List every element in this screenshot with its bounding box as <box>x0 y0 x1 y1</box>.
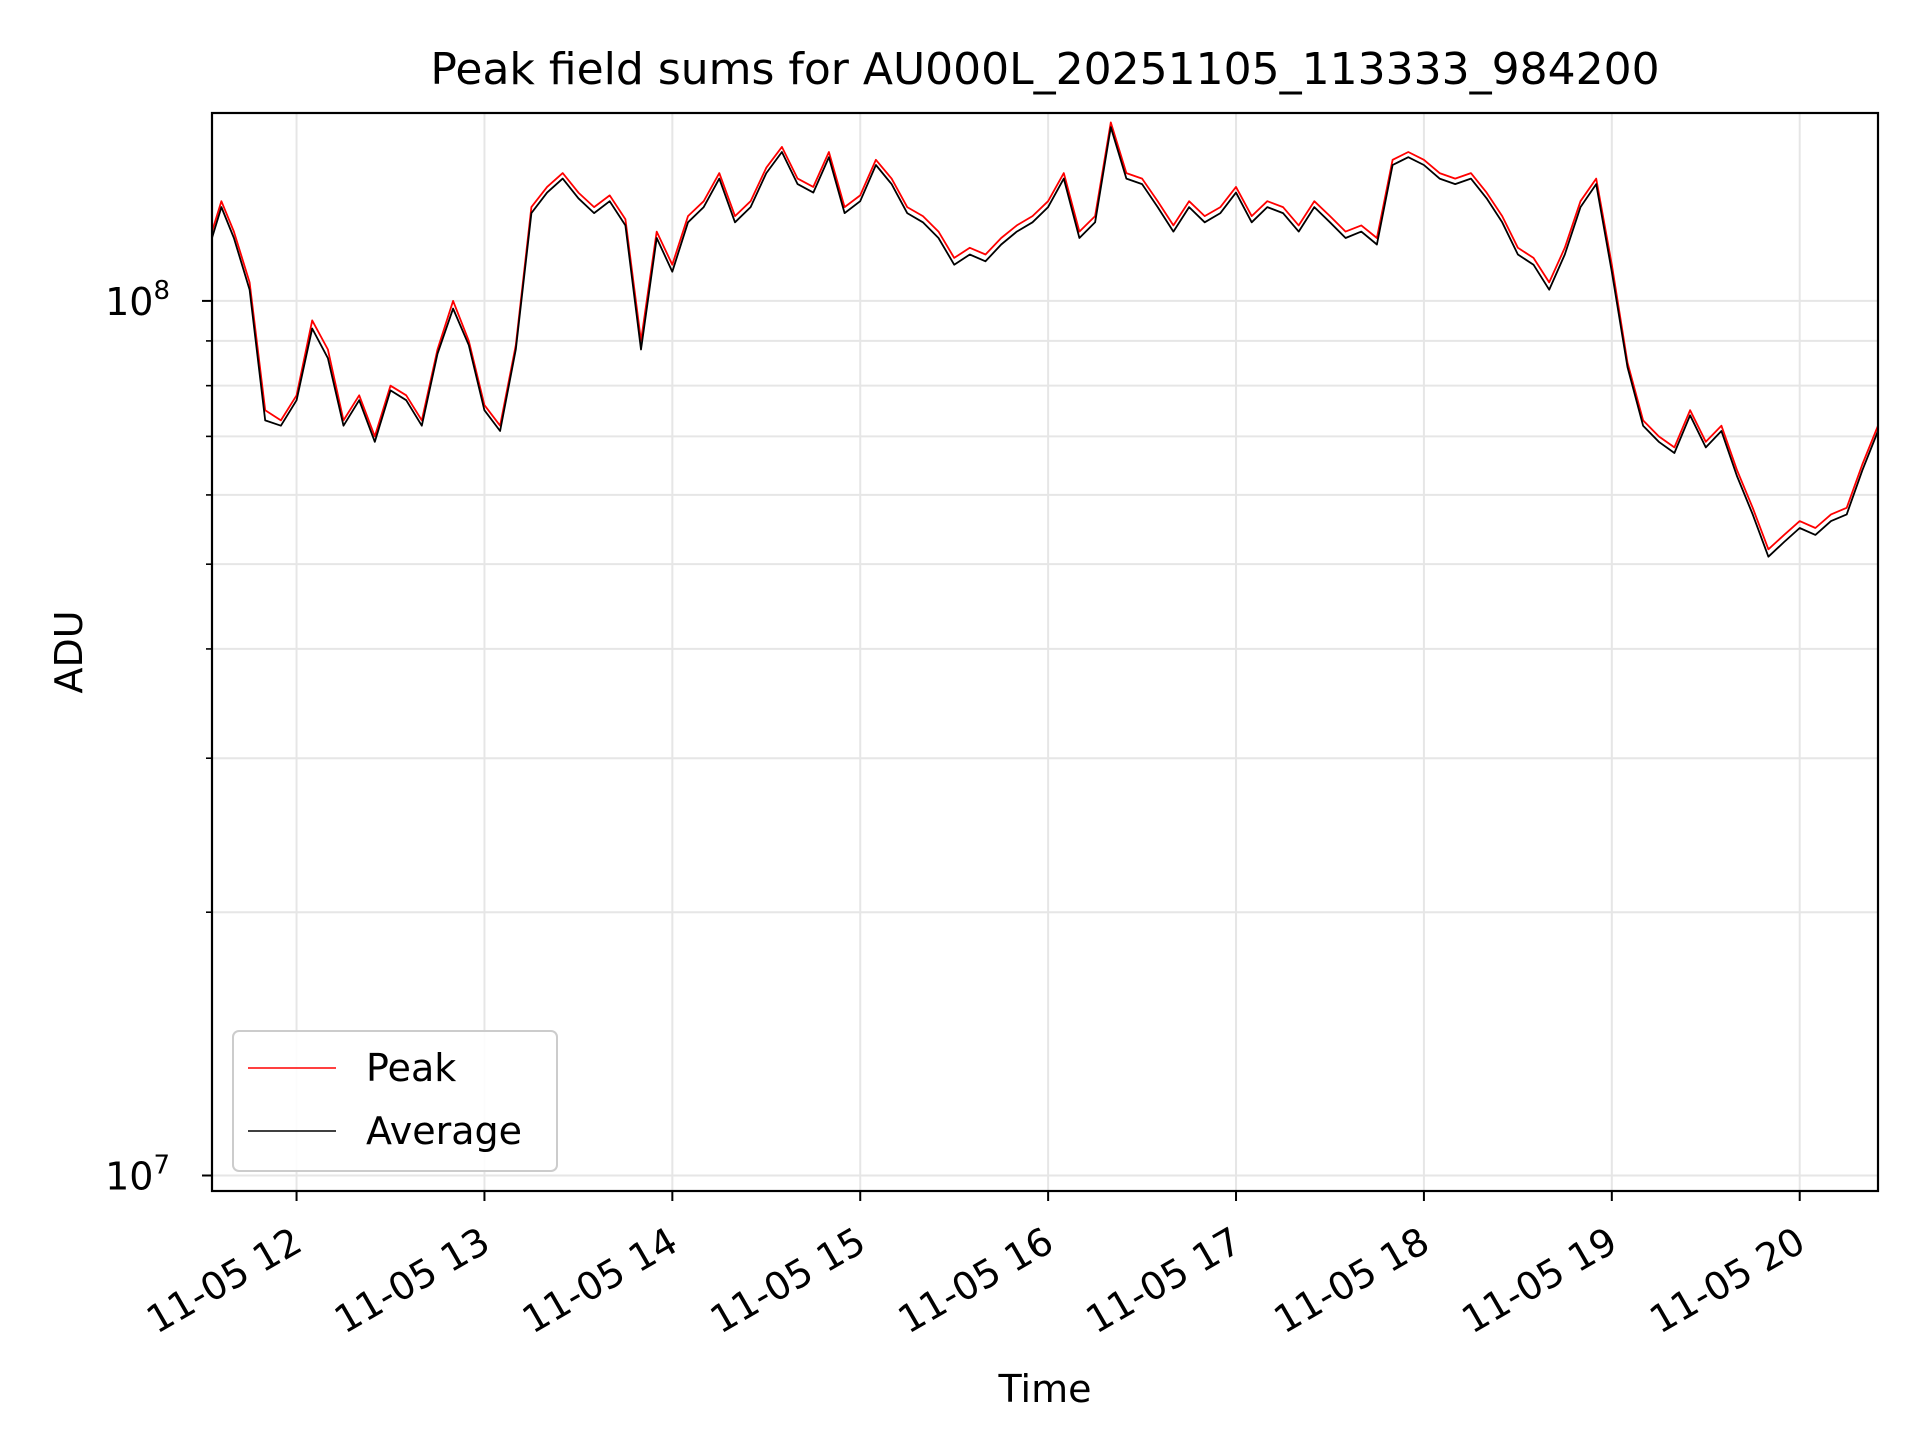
series-line-average <box>211 126 1879 558</box>
y-axis-label: ADU <box>47 610 91 693</box>
legend-label-peak: Peak <box>366 1046 456 1090</box>
y-tick-label-exponent: 7 <box>153 1150 170 1180</box>
y-tick-label-base: 10 <box>105 1154 153 1198</box>
x-axis-label: Time <box>998 1367 1092 1411</box>
y-tick-label: 107 <box>105 1150 170 1198</box>
y-tick-label: 108 <box>105 276 170 324</box>
y-tick-label-base: 10 <box>105 280 153 324</box>
series-layer <box>211 121 1879 558</box>
series-line-peak <box>211 121 1879 551</box>
y-tick-label-exponent: 8 <box>153 276 170 306</box>
legend-label-average: Average <box>366 1109 522 1153</box>
legend: Peak Average <box>232 1030 558 1172</box>
plot-area-frame <box>210 111 1880 1193</box>
chart-title: Peak field sums for AU000L_20251105_1133… <box>430 44 1659 95</box>
grid-layer <box>212 113 1878 1191</box>
legend-box <box>232 1030 558 1172</box>
